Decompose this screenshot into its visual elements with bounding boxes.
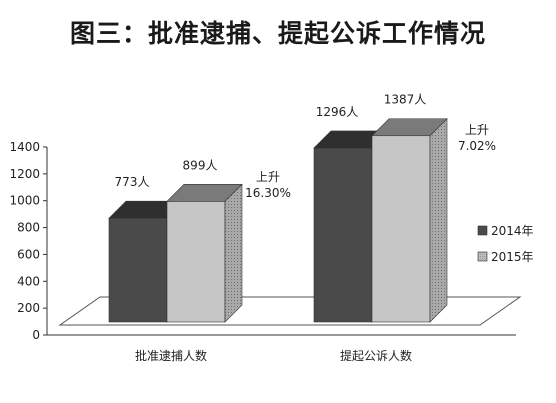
annotation-text: 7.02% bbox=[458, 139, 496, 153]
x-tick-label: 批准逮捕人数 bbox=[135, 348, 207, 363]
data-label: 1387人 bbox=[384, 93, 427, 107]
data-label: 899人 bbox=[183, 158, 218, 172]
legend-swatch bbox=[477, 225, 488, 236]
bar-front bbox=[108, 217, 168, 323]
bar-front bbox=[313, 147, 373, 323]
axis-layer: 0 200 400 600 800 1000 1200 1400 bbox=[9, 140, 516, 342]
annotation-text: 上升 bbox=[465, 123, 489, 137]
y-tick-label: 0 bbox=[32, 328, 40, 342]
bar-side bbox=[224, 183, 243, 323]
legend-label: 2014年 bbox=[491, 224, 534, 238]
chart-title: 图三：批准逮捕、提起公诉工作情况 bbox=[69, 19, 486, 48]
y-tick-label: 1000 bbox=[9, 194, 40, 208]
y-tick-label: 800 bbox=[17, 221, 40, 235]
y-tick-label: 600 bbox=[17, 247, 40, 261]
y-tick-label: 200 bbox=[17, 301, 40, 315]
bar-front bbox=[371, 135, 431, 323]
legend-label: 2015年 bbox=[491, 250, 534, 264]
x-tick-label: 提起公诉人数 bbox=[340, 348, 412, 363]
y-tick-label: 400 bbox=[17, 274, 40, 288]
bar-layer bbox=[108, 118, 448, 323]
data-label: 1296人 bbox=[316, 105, 359, 119]
bar-front bbox=[166, 200, 226, 323]
legend: 2014年 2015年 bbox=[477, 224, 534, 264]
y-tick-label: 1200 bbox=[9, 167, 40, 181]
data-label: 773人 bbox=[115, 175, 150, 189]
annotation-text: 16.30% bbox=[245, 186, 291, 200]
bar-side bbox=[429, 118, 448, 323]
legend-swatch bbox=[477, 251, 488, 262]
annotation-text: 上升 bbox=[256, 170, 280, 184]
y-tick-label: 1400 bbox=[9, 140, 40, 154]
